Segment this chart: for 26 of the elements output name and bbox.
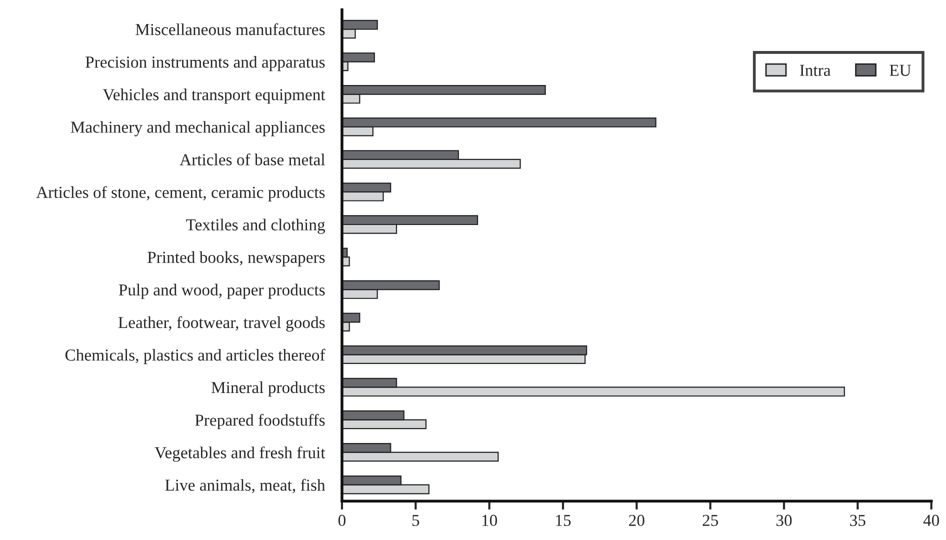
y-tick-label: Printed books, newspapers xyxy=(148,251,325,266)
y-tick-label: Articles of stone, cement, ceramic products xyxy=(36,186,325,202)
x-tick-label: 40 xyxy=(923,514,940,526)
x-tick-label: 15 xyxy=(556,514,571,526)
x-tick-label: 10 xyxy=(482,514,498,526)
x-tick-label: 20 xyxy=(629,514,644,526)
y-tick-label: Textiles and clothing xyxy=(186,218,325,234)
y-tick-label: Miscellaneous manufactures xyxy=(136,23,325,36)
y-tick-label: Vegetables and fresh fruit xyxy=(154,446,326,462)
x-tick-label: 30 xyxy=(776,514,792,526)
y-tick-label: Machinery and mechanical appliances xyxy=(70,121,325,136)
x-tick-label: 25 xyxy=(702,514,718,526)
y-tick-label: Leather, footwear, travel goods xyxy=(118,316,325,332)
y-tick-label: Precision instruments and apparatus xyxy=(86,56,325,72)
y-tick-label: Chemicals, plastics and articles thereof xyxy=(65,348,326,364)
x-tick-label: 5 xyxy=(412,514,420,526)
y-tick-label: Mineral products xyxy=(211,381,325,397)
legend-label: EU xyxy=(890,64,911,76)
y-tick-label: Live animals, meat, fish xyxy=(165,478,326,494)
y-tick-label: Articles of base metal xyxy=(180,153,325,166)
x-tick-label: 0 xyxy=(338,514,346,526)
y-tick-label: Vehicles and transport equipment xyxy=(102,88,326,104)
x-tick-label: 35 xyxy=(850,514,866,526)
legend-label: Intra xyxy=(800,64,831,76)
y-tick-label: Prepared foodstuffs xyxy=(195,414,325,430)
y-tick-label: Pulp and wood, paper products xyxy=(118,284,325,299)
